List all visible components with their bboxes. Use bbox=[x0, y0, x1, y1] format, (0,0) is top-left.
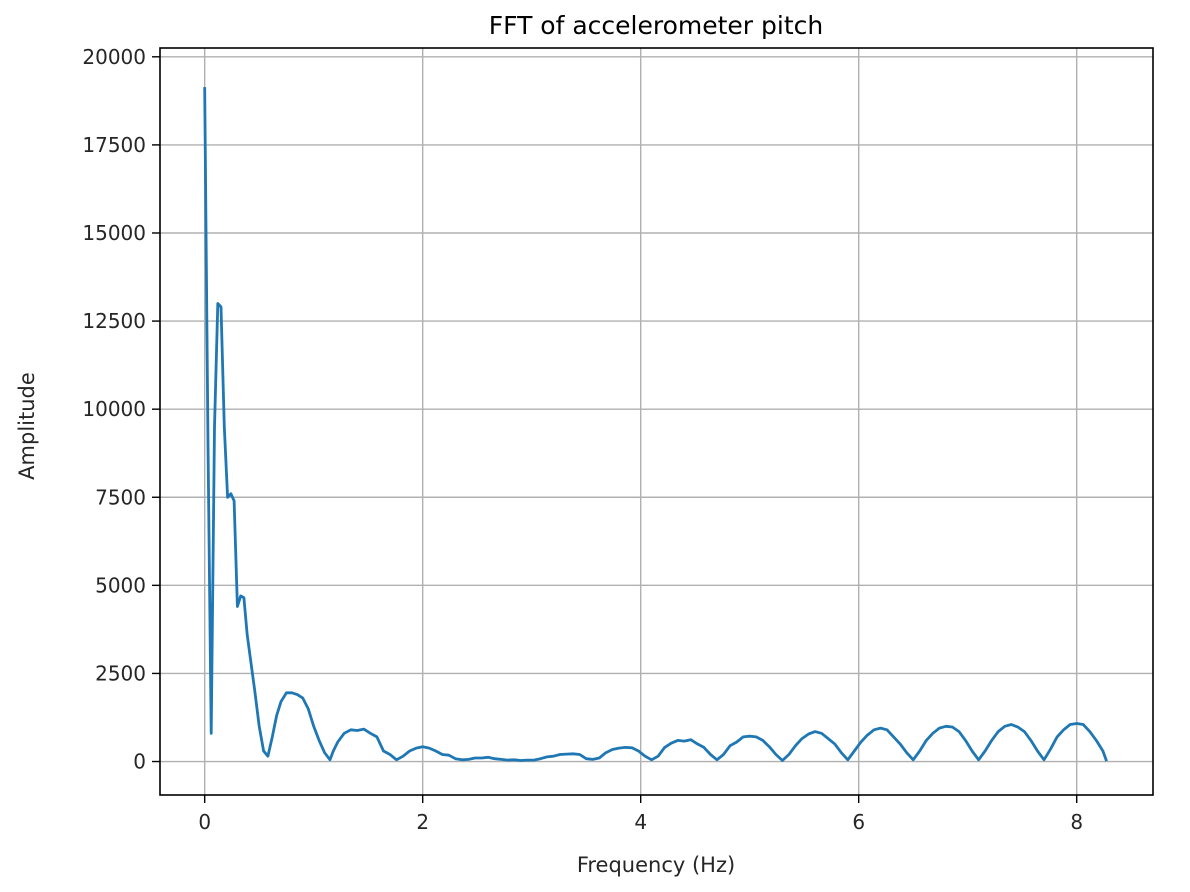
x-tick-label: 2 bbox=[416, 810, 429, 834]
chart-title: FFT of accelerometer pitch bbox=[489, 11, 823, 40]
y-axis-label: Amplitude bbox=[15, 372, 39, 480]
x-axis-label: Frequency (Hz) bbox=[577, 853, 735, 877]
y-tick-label: 10000 bbox=[82, 397, 146, 421]
x-tick-label: 0 bbox=[198, 810, 211, 834]
grid-lines bbox=[160, 48, 1153, 795]
y-tick-label: 2500 bbox=[95, 661, 146, 685]
y-tick-label: 15000 bbox=[82, 221, 146, 245]
x-axis-ticks: 0 2 4 6 8 bbox=[198, 795, 1083, 834]
x-tick-label: 6 bbox=[852, 810, 865, 834]
fft-amplitude-line bbox=[203, 87, 1108, 762]
series-line bbox=[203, 87, 1108, 762]
y-axis-ticks: 0 2500 5000 7500 10000 12500 15000 17500 20000 bbox=[82, 45, 160, 774]
y-tick-label: 7500 bbox=[95, 485, 146, 509]
y-tick-label: 12500 bbox=[82, 309, 146, 333]
y-tick-label: 5000 bbox=[95, 573, 146, 597]
y-tick-label: 0 bbox=[133, 750, 146, 774]
x-tick-label: 4 bbox=[634, 810, 647, 834]
y-tick-label: 17500 bbox=[82, 133, 146, 157]
plot-frame bbox=[159, 47, 1154, 796]
y-tick-label: 20000 bbox=[82, 45, 146, 69]
x-tick-label: 8 bbox=[1070, 810, 1083, 834]
